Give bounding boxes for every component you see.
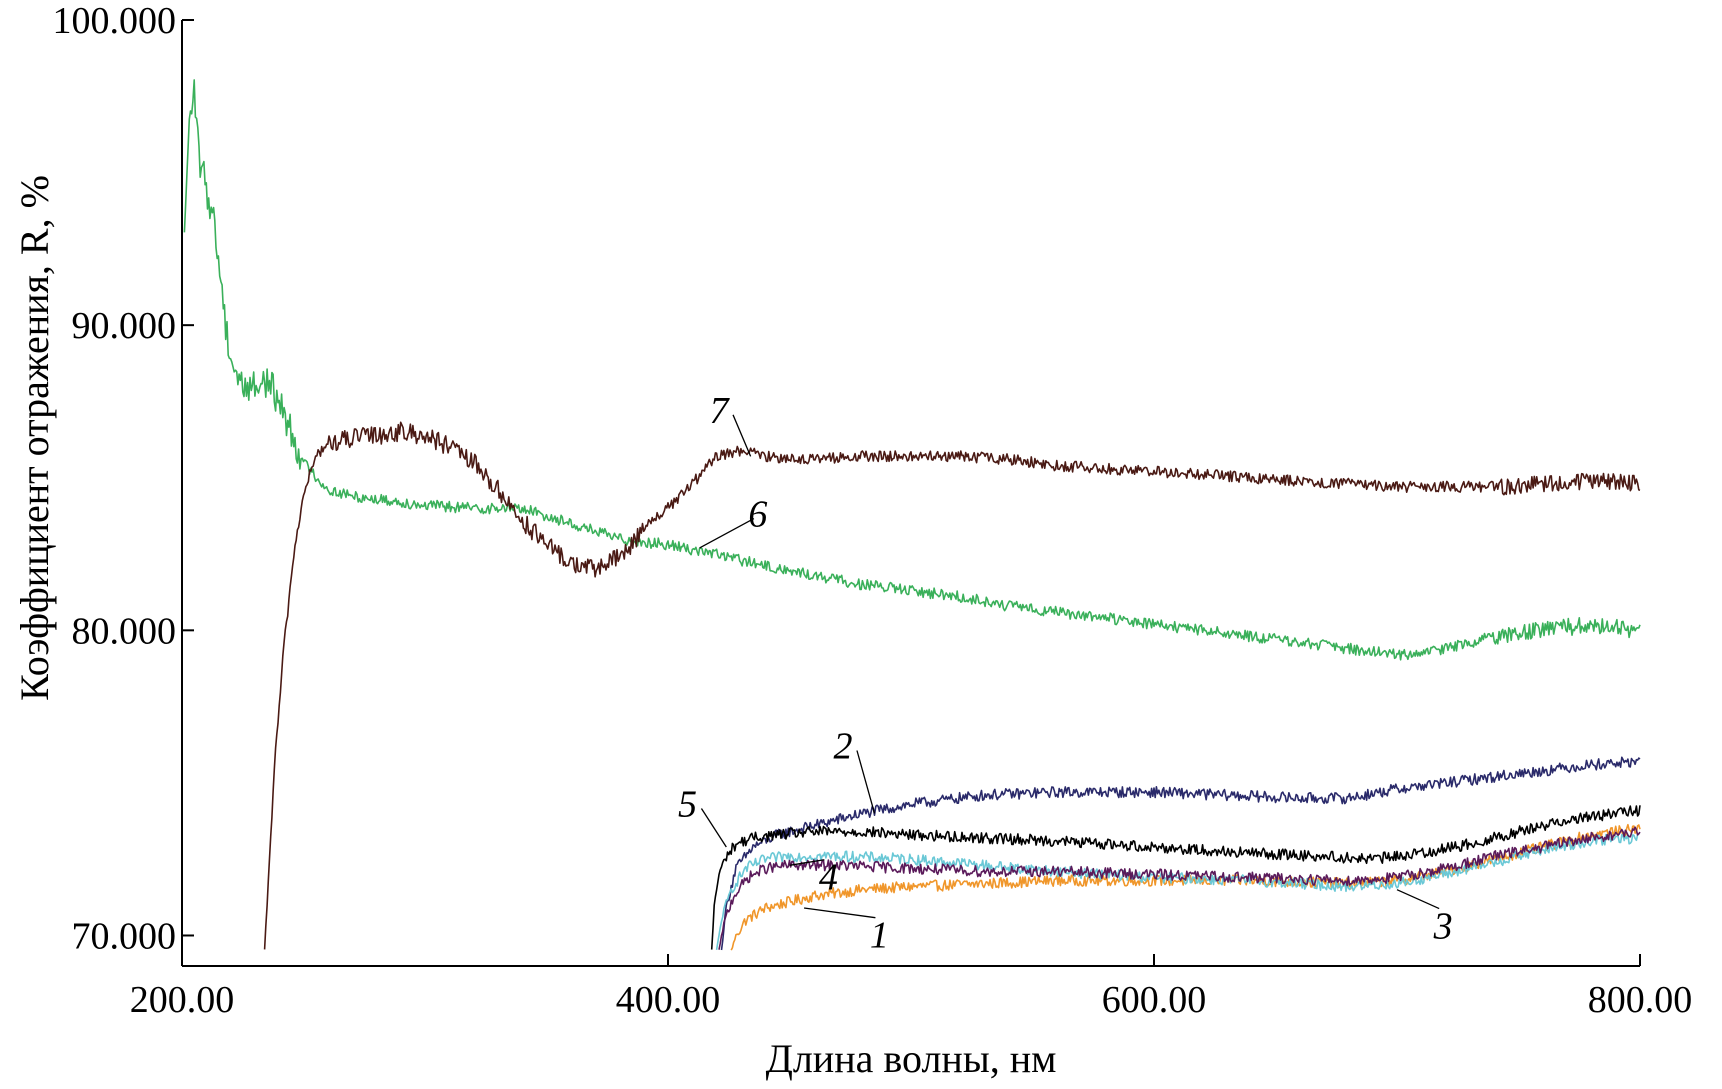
curve-label-3: 3	[1433, 906, 1453, 948]
series-line-5	[710, 805, 1641, 950]
x-tick-label: 200.00	[130, 979, 235, 1021]
x-axis-title: Длина волны, нм	[766, 1036, 1057, 1081]
curve-label-6: 6	[748, 494, 767, 536]
curve-label-5: 5	[678, 783, 697, 825]
curve-label-4: 4	[819, 857, 838, 899]
curve-label-leader	[699, 517, 755, 549]
series-line-2	[720, 756, 1641, 951]
x-tick-label: 400.00	[616, 979, 721, 1021]
y-tick-label: 80.000	[72, 610, 177, 652]
ticks: 200.00 400.00 600.00 800.00 70.000 80.000 90.0…	[53, 0, 1693, 1021]
axes	[181, 20, 1640, 967]
series-line-3	[715, 832, 1641, 951]
curve-label-1: 1	[870, 915, 889, 957]
series	[183, 79, 1641, 951]
series-line-6	[183, 79, 1641, 661]
y-tick-label: 90.000	[72, 305, 177, 347]
y-tick-label: 100.000	[53, 0, 177, 42]
x-tick-label: 600.00	[1102, 979, 1207, 1021]
y-tick-label: 70.000	[72, 915, 177, 957]
curve-labels: 1 2 3 4 5 6 7	[678, 390, 1453, 957]
series-line-7	[263, 421, 1641, 950]
curve-label-leader	[789, 859, 825, 866]
curve-label-leader	[856, 750, 876, 814]
curve-label-7: 7	[710, 390, 731, 432]
series-line-4	[718, 826, 1641, 950]
curve-label-2: 2	[833, 725, 852, 767]
curve-label-leader	[1396, 889, 1440, 910]
curve-label-leader	[700, 808, 727, 848]
y-axis-title: Коэффициент отражения, R, %	[12, 175, 57, 701]
curve-label-leader	[803, 907, 876, 919]
x-tick-label: 800.00	[1588, 979, 1693, 1021]
curve-label-leader	[732, 414, 752, 457]
series-line-1	[730, 823, 1641, 951]
